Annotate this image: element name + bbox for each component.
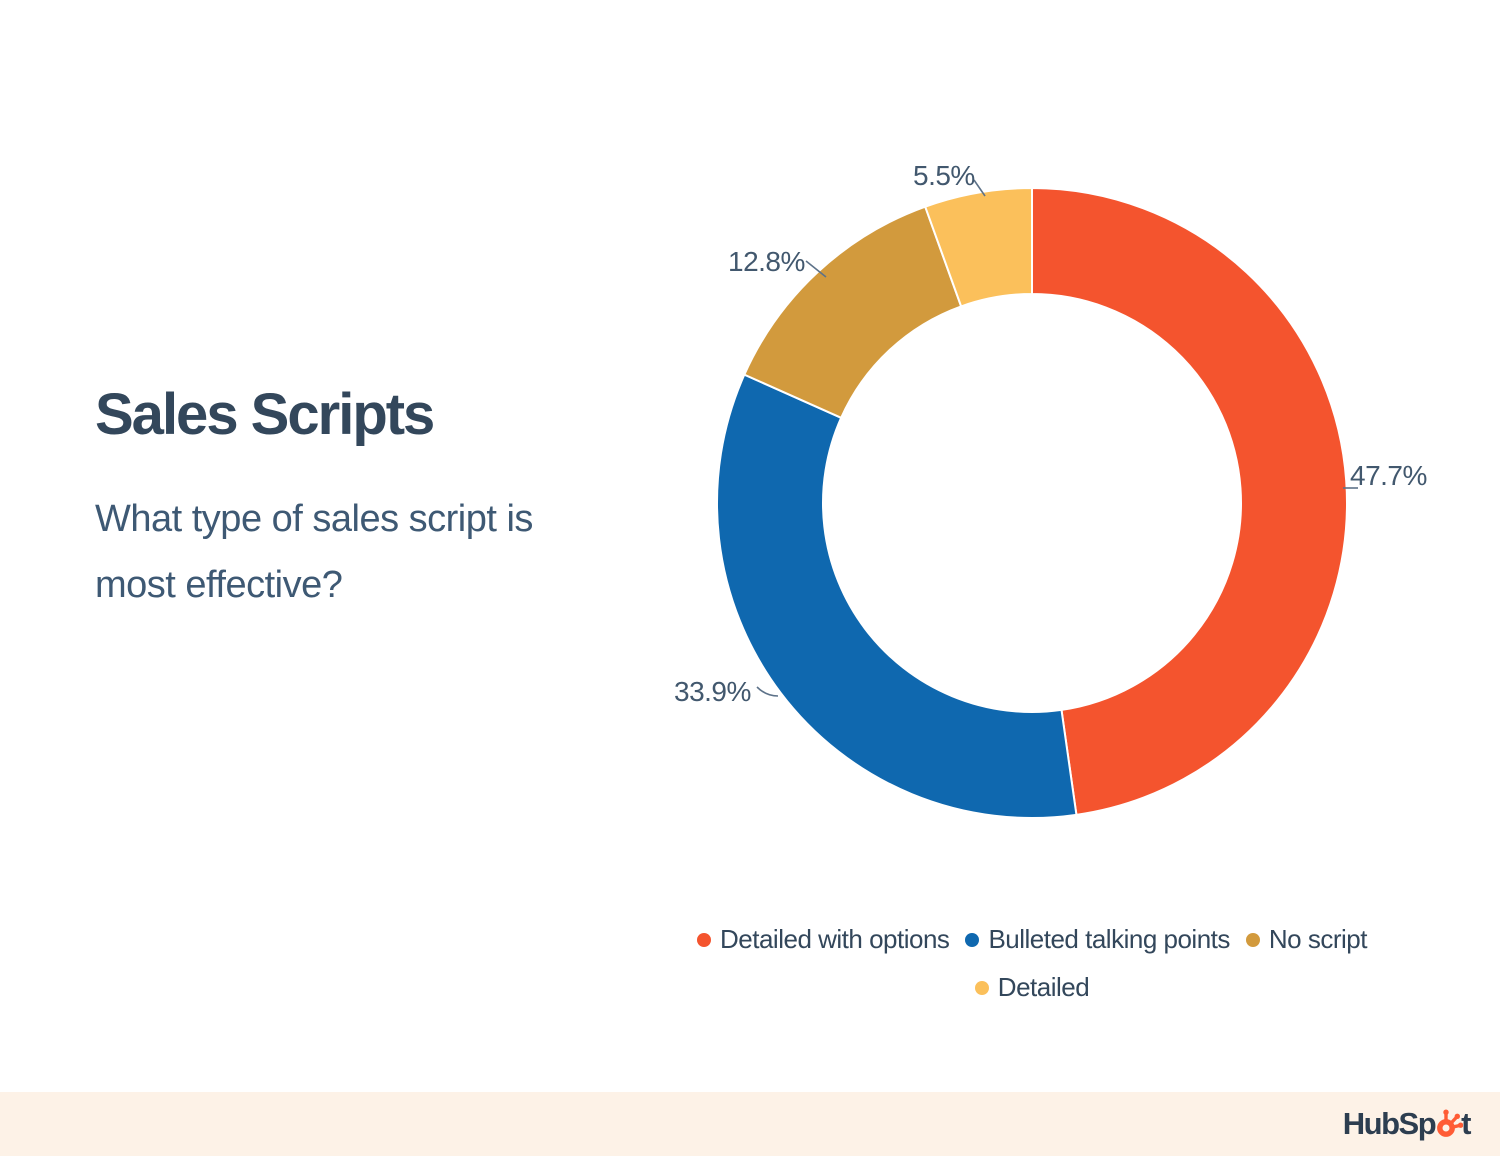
legend-label: Detailed with options [720,924,950,954]
legend-dot-icon [965,932,980,947]
page-title: Sales Scripts [95,381,435,447]
leader-line-detailed [973,179,986,197]
slice-label-detailed: 5.5% [913,160,975,191]
leader-line-no-script [805,260,827,278]
logo-text-right: t [1461,1106,1471,1141]
legend-row: Detailed with options Bulleted talking po… [697,924,1367,955]
legend-dot-icon [974,980,989,995]
chart-question: What type of sales script is most effect… [95,498,533,606]
slice-label-no-script: 12.8% [728,246,805,277]
legend-item-detailed: Detailed [974,972,1090,1003]
logo-text-left: HubSp [1342,1106,1437,1141]
donut-slice-detailed [923,186,1033,308]
slice-label-detailed-with-options: 47.7% [1350,460,1427,491]
footer-band: HubSp t [0,1092,1500,1156]
legend-item-detailed-with-options: Detailed with options [697,924,950,955]
legend-dot-icon [1245,932,1260,947]
leader-line-bulleted-talking-points [756,686,779,697]
legend-row: Detailed [974,972,1090,1003]
legend-item-no-script: No script [1245,924,1368,955]
legend-item-bulleted-talking-points: Bulleted talking points [965,924,1230,955]
donut-slice-detailed-with-options [1031,186,1348,816]
hubspot-sprocket-icon [1437,1109,1464,1137]
legend-label: No script [1268,924,1368,954]
donut-slice-bulleted-talking-points [715,373,1078,819]
hubspot-logo: HubSp t [1342,1106,1472,1142]
donut-slice-no-script [743,205,963,420]
legend-label: Detailed [997,972,1090,1002]
legend-dot-icon [697,932,712,947]
slice-label-bulleted-talking-points: 33.9% [674,676,751,707]
chart-legend: Detailed with options Bulleted talking po… [632,924,1432,1003]
legend-label: Bulleted talking points [988,924,1230,954]
